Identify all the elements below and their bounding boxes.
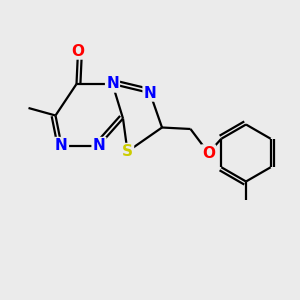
Text: N: N (93, 138, 105, 153)
Text: S: S (122, 144, 133, 159)
Text: O: O (71, 44, 85, 59)
Text: N: N (106, 76, 119, 92)
Text: O: O (202, 146, 215, 160)
Text: N: N (144, 85, 156, 100)
Text: N: N (55, 138, 68, 153)
